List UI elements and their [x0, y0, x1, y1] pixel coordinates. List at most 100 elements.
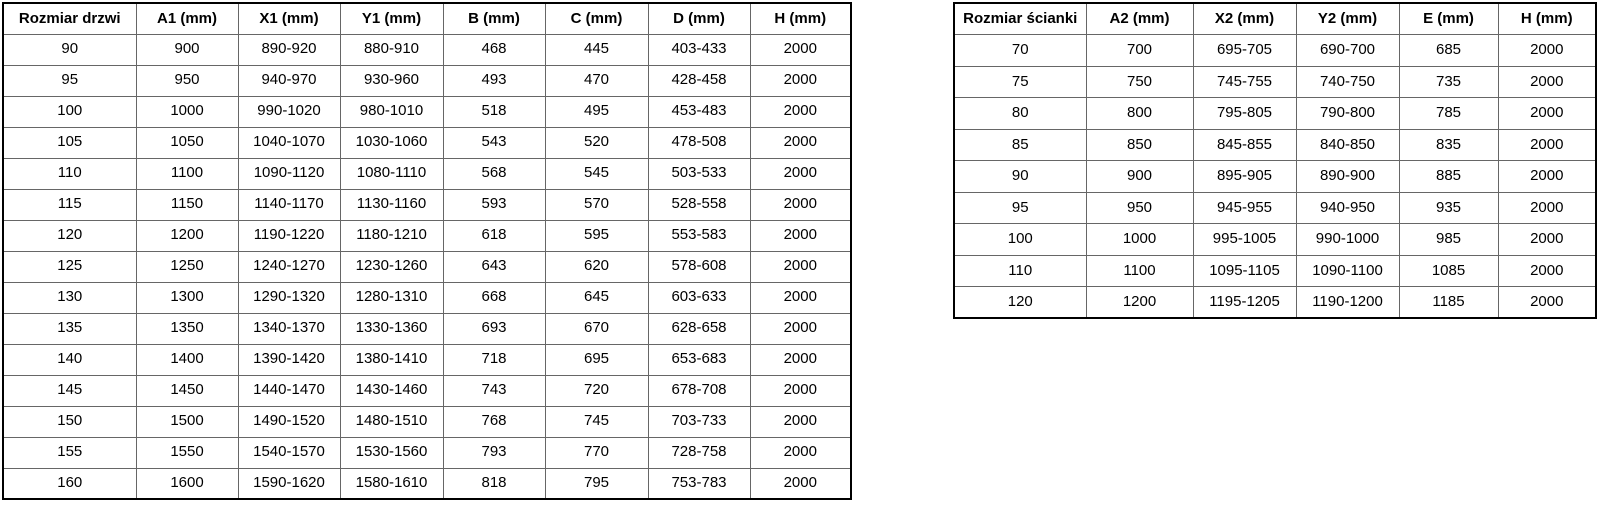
- table-cell: 835: [1398, 128, 1499, 161]
- table-cell: 1550: [135, 436, 239, 469]
- table-row: 105 1050 1040-1070 1030-1060 543 520 478-508 20…: [2, 126, 852, 159]
- table-cell: 678-708: [647, 374, 751, 407]
- table-cell: 950: [135, 64, 239, 97]
- table-cell: 900: [135, 33, 239, 66]
- table-cell: 568: [442, 157, 546, 190]
- table-row: 135 1350 1340-1370 1330-1360 693 670 628-658 20…: [2, 312, 852, 345]
- table-row: 110 1100 1095-1105 1090-1100 1085 2000: [953, 254, 1597, 287]
- table-cell: 130: [2, 281, 137, 314]
- table-cell: 720: [544, 374, 649, 407]
- table-cell: 1240-1270: [237, 250, 341, 283]
- table-row: 130 1300 1290-1320 1280-1310 668 645 603-633 20…: [2, 281, 852, 314]
- table-cell: 90: [953, 160, 1087, 193]
- column-header: Rozmiar ścianki: [953, 2, 1087, 35]
- table-cell: 1190-1200: [1295, 286, 1400, 319]
- table-row: 100 1000 990-1020 980-1010 518 495 453-483 2000: [2, 95, 852, 128]
- header-row: Rozmiar drzwi A1 (mm) X1 (mm) Y1 (mm) B (mm)…: [2, 2, 852, 35]
- table-row: 120 1200 1190-1220 1180-1210 618 595 553-583 20…: [2, 219, 852, 252]
- table-cell: 1200: [135, 219, 239, 252]
- table-cell: 595: [544, 219, 649, 252]
- table-cell: 2000: [749, 157, 852, 190]
- table-cell: 645: [544, 281, 649, 314]
- table-cell: 2000: [1497, 191, 1597, 224]
- table-cell: 453-483: [647, 95, 751, 128]
- table-cell: 2000: [1497, 223, 1597, 256]
- table-cell: 2000: [749, 343, 852, 376]
- table-cell: 1590-1620: [237, 467, 341, 500]
- table-row: 90 900 890-920 880-910 468 445 403-433 2000: [2, 33, 852, 66]
- table-cell: 1095-1105: [1192, 254, 1297, 287]
- table-cell: 743: [442, 374, 546, 407]
- table-cell: 1330-1360: [339, 312, 444, 345]
- table-cell: 768: [442, 405, 546, 438]
- table-cell: 790-800: [1295, 97, 1400, 130]
- table-cell: 690-700: [1295, 34, 1400, 67]
- table-cell: 1085: [1398, 254, 1499, 287]
- table-cell: 593: [442, 188, 546, 221]
- table-cell: 468: [442, 33, 546, 66]
- table-cell: 428-458: [647, 64, 751, 97]
- table-cell: 735: [1398, 65, 1499, 98]
- table-cell: 545: [544, 157, 649, 190]
- table-cell: 120: [953, 286, 1087, 319]
- table-cell: 945-955: [1192, 191, 1297, 224]
- table-row: 145 1450 1440-1470 1430-1460 743 720 678-708 20…: [2, 374, 852, 407]
- table-cell: 795: [544, 467, 649, 500]
- table-cell: 740-750: [1295, 65, 1400, 98]
- table-cell: 1100: [1085, 254, 1194, 287]
- table-cell: 1185: [1398, 286, 1499, 319]
- column-header: D (mm): [647, 2, 751, 35]
- table-cell: 793: [442, 436, 546, 469]
- table-row: 90 900 895-905 890-900 885 2000: [953, 160, 1597, 193]
- table-cell: 2000: [1497, 128, 1597, 161]
- table-cell: 700: [1085, 34, 1194, 67]
- table-cell: 1130-1160: [339, 188, 444, 221]
- table-cell: 2000: [1497, 65, 1597, 98]
- table-cell: 470: [544, 64, 649, 97]
- table-cell: 1080-1110: [339, 157, 444, 190]
- table-cell: 493: [442, 64, 546, 97]
- table-cell: 2000: [749, 95, 852, 128]
- table-cell: 75: [953, 65, 1087, 98]
- table-cell: 570: [544, 188, 649, 221]
- table-cell: 643: [442, 250, 546, 283]
- table-cell: 1000: [135, 95, 239, 128]
- column-header: B (mm): [442, 2, 546, 35]
- table-cell: 85: [953, 128, 1087, 161]
- table-cell: 940-970: [237, 64, 341, 97]
- table-cell: 850: [1085, 128, 1194, 161]
- table-cell: 578-608: [647, 250, 751, 283]
- table-cell: 1100: [135, 157, 239, 190]
- table-cell: 750: [1085, 65, 1194, 98]
- table-cell: 2000: [749, 405, 852, 438]
- table-cell: 1030-1060: [339, 126, 444, 159]
- table-cell: 1190-1220: [237, 219, 341, 252]
- table-cell: 1000: [1085, 223, 1194, 256]
- column-header: C (mm): [544, 2, 649, 35]
- table-cell: 1300: [135, 281, 239, 314]
- table-row: 70 700 695-705 690-700 685 2000: [953, 34, 1597, 67]
- column-header: Y1 (mm): [339, 2, 444, 35]
- column-header: X1 (mm): [237, 2, 341, 35]
- table-cell: 1380-1410: [339, 343, 444, 376]
- table-row: 115 1150 1140-1170 1130-1160 593 570 528-558 20…: [2, 188, 852, 221]
- table-cell: 1530-1560: [339, 436, 444, 469]
- wall-size-table: Rozmiar ścianki A2 (mm) X2 (mm) Y2 (mm) E (m…: [953, 2, 1597, 319]
- table-cell: 1540-1570: [237, 436, 341, 469]
- table-cell: 2000: [1497, 97, 1597, 130]
- table-cell: 800: [1085, 97, 1194, 130]
- table-cell: 80: [953, 97, 1087, 130]
- table-cell: 728-758: [647, 436, 751, 469]
- table-cell: 990-1000: [1295, 223, 1400, 256]
- table-cell: 2000: [749, 374, 852, 407]
- column-header: Rozmiar drzwi: [2, 2, 137, 35]
- table-cell: 2000: [749, 436, 852, 469]
- table-cell: 2000: [749, 188, 852, 221]
- table-cell: 718: [442, 343, 546, 376]
- table-row: 80 800 795-805 790-800 785 2000: [953, 97, 1597, 130]
- table-row: 140 1400 1390-1420 1380-1410 718 695 653-683 20…: [2, 343, 852, 376]
- table-cell: 2000: [1497, 34, 1597, 67]
- table-row: 160 1600 1590-1620 1580-1610 818 795 753-783 20…: [2, 467, 852, 500]
- table-cell: 618: [442, 219, 546, 252]
- table-cell: 1250: [135, 250, 239, 283]
